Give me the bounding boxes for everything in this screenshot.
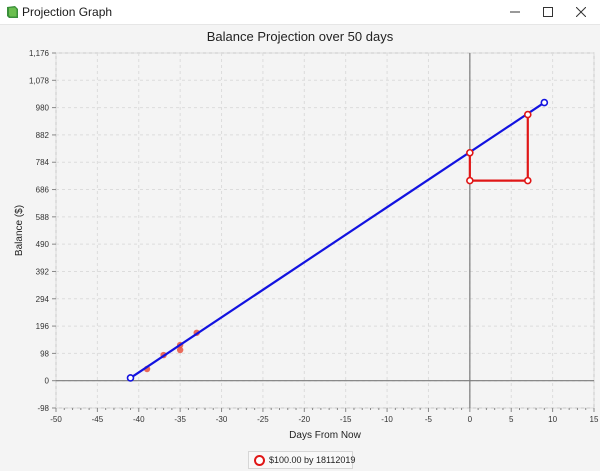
x-tick-label: 0 bbox=[468, 415, 473, 424]
minimize-icon bbox=[510, 11, 520, 13]
y-tick-label: 784 bbox=[36, 158, 50, 167]
chart-plot: -50 -45 -40 -35 -30 -25 -20 -15 -10 -5 0 5 10 15-9809… bbox=[14, 49, 599, 441]
target-series-point bbox=[523, 176, 532, 185]
target-series-point bbox=[466, 176, 474, 185]
x-tick-label: -40 bbox=[133, 415, 145, 424]
x-tick-label: -50 bbox=[50, 415, 62, 424]
x-tick-label: -20 bbox=[299, 415, 311, 424]
legend-swatch bbox=[254, 454, 265, 466]
x-tick-label: 15 bbox=[590, 415, 599, 424]
scatter-point bbox=[176, 346, 184, 354]
legend-label: $100.00 by 18112019 bbox=[269, 455, 356, 465]
x-axis-label: Days From Now bbox=[289, 430, 361, 441]
title-bar[interactable]: Projection Graph bbox=[0, 0, 600, 25]
y-tick-label: 1,176 bbox=[29, 49, 50, 58]
target-series-point bbox=[466, 148, 474, 157]
y-tick-label: 196 bbox=[36, 322, 50, 331]
projection-line bbox=[129, 101, 545, 379]
x-tick-label: -10 bbox=[381, 415, 393, 424]
target-series-line bbox=[468, 114, 529, 182]
plot-background bbox=[55, 52, 595, 409]
y-tick-label: 588 bbox=[36, 213, 50, 222]
chart-title: Balance Projection over 50 days bbox=[206, 29, 394, 44]
projection-endpoint bbox=[540, 98, 549, 107]
y-tick-label: 0 bbox=[45, 377, 50, 386]
x-tick-label: -5 bbox=[425, 415, 433, 424]
y-axis-label: Balance ($) bbox=[14, 205, 25, 256]
window-title: Projection Graph bbox=[22, 5, 113, 19]
x-tick-label: -35 bbox=[174, 415, 186, 424]
x-tick-label: -45 bbox=[92, 415, 104, 424]
maximize-button[interactable] bbox=[531, 0, 565, 24]
y-tick-label: 490 bbox=[36, 240, 50, 249]
x-tick-label: -15 bbox=[340, 415, 352, 424]
maximize-icon bbox=[543, 7, 553, 17]
minimize-button[interactable] bbox=[498, 0, 532, 24]
y-tick-label: 980 bbox=[36, 104, 50, 113]
x-tick-label: -30 bbox=[216, 415, 228, 424]
close-button[interactable] bbox=[564, 0, 598, 24]
projection-endpoint bbox=[126, 374, 135, 382]
close-icon bbox=[576, 7, 586, 17]
y-tick-label: 98 bbox=[40, 349, 49, 358]
y-tick-label: 1,078 bbox=[29, 76, 50, 85]
x-tick-label: 10 bbox=[548, 415, 557, 424]
y-tick-label: 686 bbox=[36, 186, 50, 195]
x-tick-label: 5 bbox=[509, 415, 514, 424]
target-series-point bbox=[523, 110, 532, 119]
y-tick-label: 882 bbox=[36, 131, 50, 140]
app-icon bbox=[7, 6, 18, 18]
y-tick-label: -98 bbox=[37, 404, 49, 413]
y-tick-label: 294 bbox=[36, 295, 50, 304]
x-tick-label: -25 bbox=[257, 415, 269, 424]
y-tick-label: 392 bbox=[36, 267, 50, 276]
chart-panel: Balance Projection over 50 days -50 -45 -4… bbox=[0, 25, 600, 471]
legend: $100.00 by 18112019 bbox=[248, 451, 356, 469]
